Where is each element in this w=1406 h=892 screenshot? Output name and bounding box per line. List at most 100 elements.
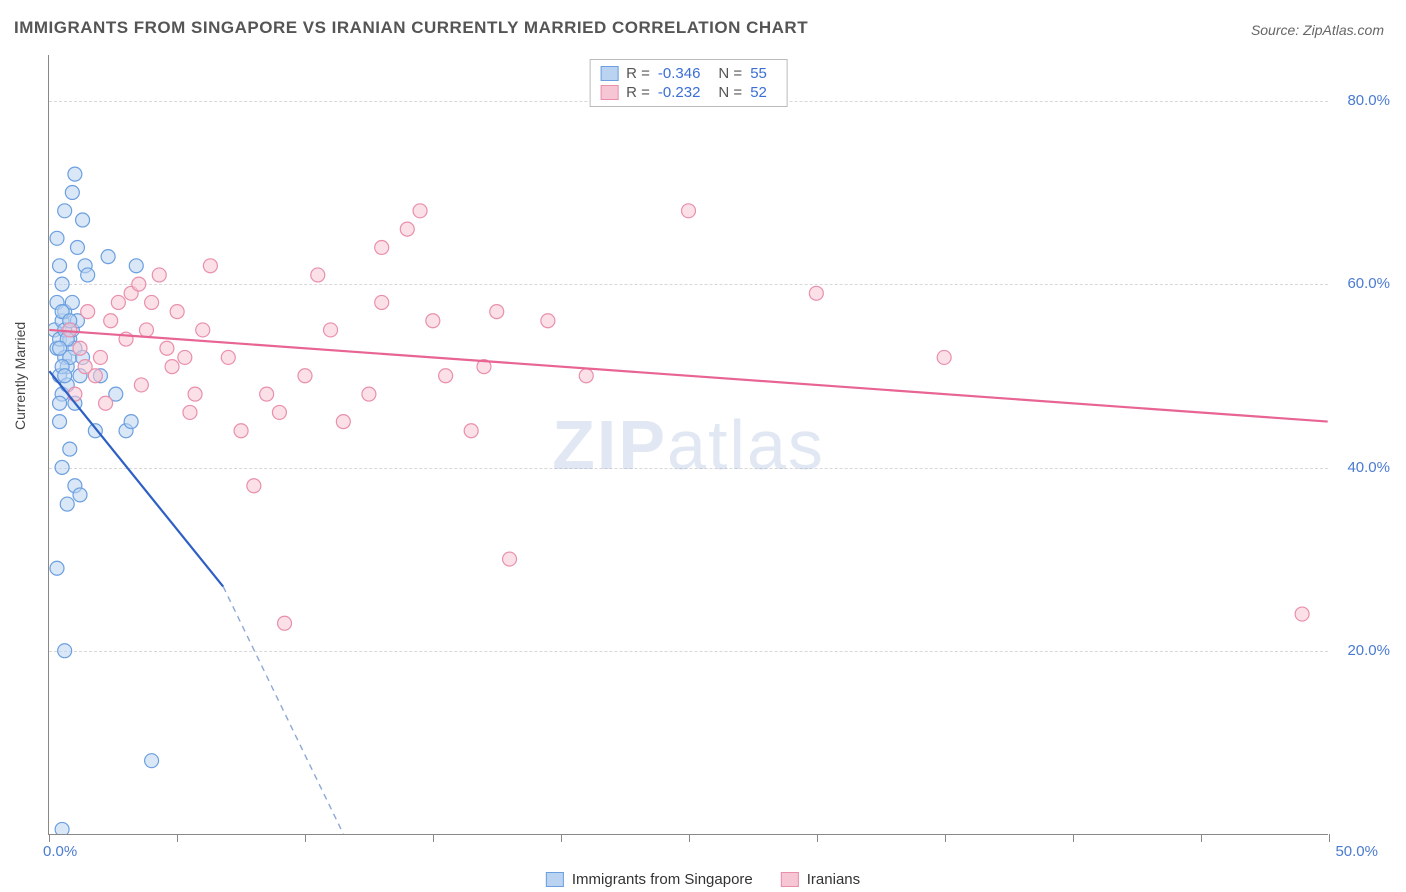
data-point (53, 341, 67, 355)
data-point (50, 561, 64, 575)
data-point (60, 497, 74, 511)
swatch-iranians (781, 872, 799, 887)
legend-row-iranians: R = -0.232 N = 52 (600, 83, 777, 102)
data-point (1295, 607, 1309, 621)
y-tick-label: 40.0% (1347, 459, 1390, 476)
source-label: Source: ZipAtlas.com (1251, 22, 1384, 38)
data-point (426, 314, 440, 328)
data-point (129, 259, 143, 273)
x-tick (689, 834, 690, 842)
data-point (76, 213, 90, 227)
data-point (375, 295, 389, 309)
trend-line (49, 330, 1327, 422)
data-point (178, 350, 192, 364)
data-point (188, 387, 202, 401)
data-point (53, 396, 67, 410)
data-point (58, 644, 72, 658)
n-value-iranians: 52 (750, 84, 767, 101)
data-point (73, 488, 87, 502)
data-point (124, 415, 138, 429)
data-point (55, 277, 69, 291)
data-point (541, 314, 555, 328)
data-point (490, 305, 504, 319)
data-point (165, 360, 179, 374)
data-point (101, 250, 115, 264)
legend-row-singapore: R = -0.346 N = 55 (600, 64, 777, 83)
swatch-singapore (546, 872, 564, 887)
plot-area: ZIPatlas R = -0.346 N = 55 R = -0.232 N … (48, 55, 1328, 835)
data-point (260, 387, 274, 401)
x-tick (561, 834, 562, 842)
correlation-legend: R = -0.346 N = 55 R = -0.232 N = 52 (589, 59, 788, 107)
data-point (93, 350, 107, 364)
legend-item-iranians: Iranians (781, 871, 860, 888)
data-point (937, 350, 951, 364)
x-tick (1201, 834, 1202, 842)
data-point (311, 268, 325, 282)
x-tick (945, 834, 946, 842)
data-point (272, 405, 286, 419)
y-tick-label: 60.0% (1347, 275, 1390, 292)
n-label: N = (718, 65, 742, 82)
data-point (134, 378, 148, 392)
legend-label-singapore: Immigrants from Singapore (572, 871, 753, 888)
x-tick (1073, 834, 1074, 842)
data-point (58, 369, 72, 383)
data-point (139, 323, 153, 337)
y-axis-label: Currently Married (12, 322, 28, 430)
data-point (336, 415, 350, 429)
data-point (50, 231, 64, 245)
data-point (55, 822, 69, 834)
x-tick (433, 834, 434, 842)
x-tick-label: 50.0% (1335, 843, 1378, 860)
swatch-singapore (600, 66, 618, 81)
data-point (68, 387, 82, 401)
data-point (111, 295, 125, 309)
data-point (413, 204, 427, 218)
x-tick (49, 834, 50, 842)
data-point (70, 240, 84, 254)
data-point (160, 341, 174, 355)
legend-item-singapore: Immigrants from Singapore (546, 871, 753, 888)
data-point (170, 305, 184, 319)
chart-title: IMMIGRANTS FROM SINGAPORE VS IRANIAN CUR… (14, 18, 808, 38)
x-tick (305, 834, 306, 842)
series-legend: Immigrants from Singapore Iranians (546, 871, 860, 888)
n-value-singapore: 55 (750, 65, 767, 82)
x-tick-label: 0.0% (43, 843, 77, 860)
data-point (55, 460, 69, 474)
data-point (362, 387, 376, 401)
data-point (104, 314, 118, 328)
n-label: N = (718, 84, 742, 101)
data-point (579, 369, 593, 383)
data-point (145, 754, 159, 768)
x-tick (177, 834, 178, 842)
data-point (81, 268, 95, 282)
data-point (58, 204, 72, 218)
data-point (152, 268, 166, 282)
data-point (324, 323, 338, 337)
data-point (81, 305, 95, 319)
data-point (65, 185, 79, 199)
data-point (99, 396, 113, 410)
r-value-iranians: -0.232 (658, 84, 701, 101)
data-point (221, 350, 235, 364)
data-point (247, 479, 261, 493)
legend-label-iranians: Iranians (807, 871, 860, 888)
data-point (132, 277, 146, 291)
swatch-iranians (600, 85, 618, 100)
y-tick-label: 80.0% (1347, 92, 1390, 109)
r-value-singapore: -0.346 (658, 65, 701, 82)
data-point (145, 295, 159, 309)
data-point (464, 424, 478, 438)
data-point (375, 240, 389, 254)
data-point (234, 424, 248, 438)
data-point (503, 552, 517, 566)
data-point (53, 415, 67, 429)
x-tick (817, 834, 818, 842)
data-point (809, 286, 823, 300)
data-point (203, 259, 217, 273)
chart-svg (49, 55, 1328, 834)
data-point (682, 204, 696, 218)
y-tick-label: 20.0% (1347, 642, 1390, 659)
